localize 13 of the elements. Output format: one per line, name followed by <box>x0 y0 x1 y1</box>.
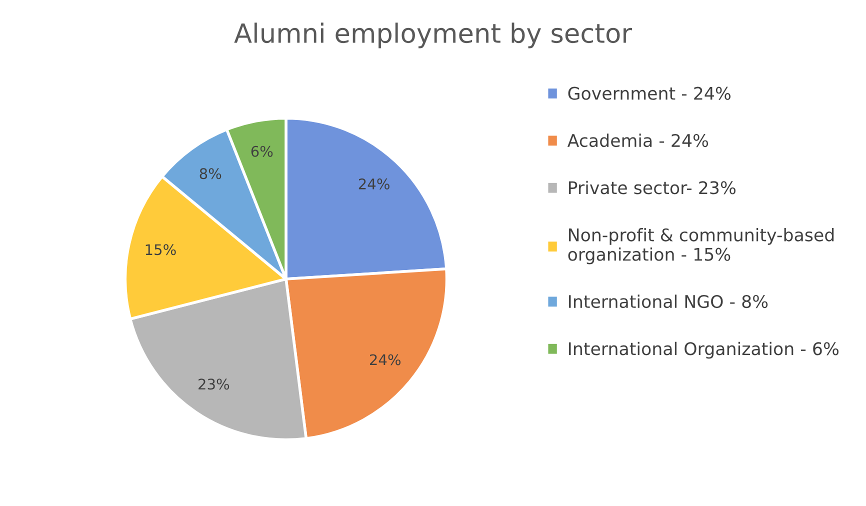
legend-label: International Organization - 6% <box>569 342 839 359</box>
data-label: 8% <box>200 168 222 180</box>
legend-label: International NGO - 8% <box>569 294 768 308</box>
legend-label: Government - 24% <box>568 86 731 100</box>
legend-label: Academia - 24% <box>567 134 708 148</box>
legend-label: Non-profit & community-based organization - 15% <box>568 228 834 264</box>
data-label: 6% <box>251 146 273 157</box>
legend-label: Private sector- 23% <box>569 180 736 194</box>
chart-title: Alumni employment by sector <box>234 22 632 48</box>
data-label: 23% <box>198 378 230 390</box>
data-label: 15% <box>146 244 176 256</box>
data-label: 24% <box>358 178 390 190</box>
data-label: 24% <box>370 354 401 366</box>
